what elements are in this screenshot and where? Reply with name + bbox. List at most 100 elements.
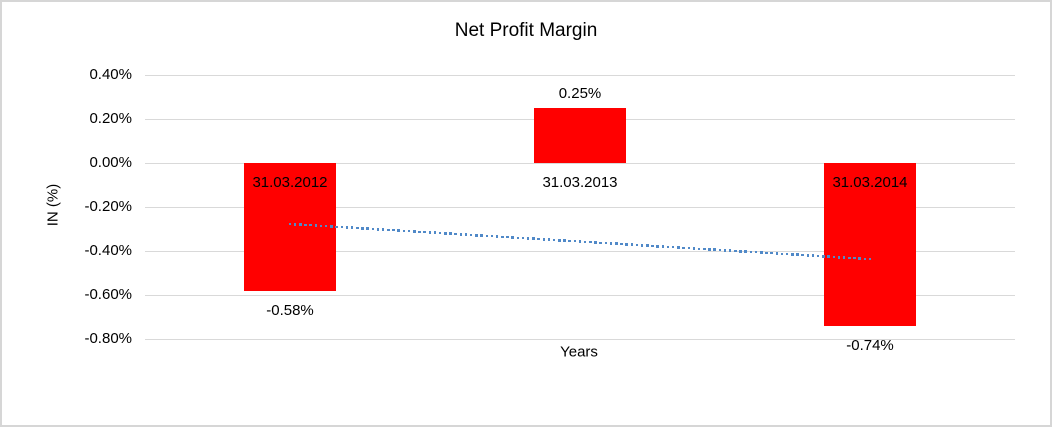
trendline-dot	[822, 255, 825, 258]
trendline-dot	[640, 244, 644, 247]
y-tick-label: 0.20%	[89, 110, 132, 127]
trendline-dot	[485, 234, 489, 238]
trendline-dot	[765, 251, 768, 255]
trendline-dot	[791, 253, 794, 256]
trendline-dot	[811, 254, 815, 257]
y-tick-label: -0.20%	[84, 198, 132, 215]
trendline-dot	[516, 236, 520, 240]
trendline-dot	[324, 224, 328, 228]
trendline-dot	[770, 251, 773, 255]
y-tick-label: 0.00%	[89, 154, 132, 171]
trendline-dot	[739, 250, 742, 253]
trendline-dot	[620, 242, 623, 246]
trendline-dot	[816, 254, 820, 258]
trendline-dot	[449, 232, 452, 235]
gridline	[145, 295, 1015, 296]
trendline-dot	[718, 248, 722, 252]
trendline-dot	[418, 230, 421, 234]
trendline-dot	[837, 256, 841, 259]
x-axis-title: Years	[560, 343, 598, 361]
trendline-dot	[521, 236, 525, 240]
trendline-dot	[806, 254, 810, 257]
trendline-dot	[656, 245, 659, 248]
y-tick-label: 0.40%	[89, 66, 132, 83]
trendline-dot	[697, 247, 701, 251]
trendline-dot	[552, 238, 556, 242]
trendline-dot	[583, 240, 587, 244]
trendline-dot	[646, 244, 649, 247]
trendline-dot	[858, 257, 861, 260]
trendline-dot	[801, 253, 804, 257]
trendline-dot	[754, 250, 758, 254]
trendline-dot	[868, 257, 872, 261]
trendline-dot	[293, 223, 297, 226]
gridline	[145, 163, 1015, 164]
trendline-dot	[490, 234, 494, 238]
trendline-dot	[501, 235, 504, 239]
trendline-dot	[402, 229, 406, 233]
trendline-dot	[760, 251, 763, 254]
trendline-dot	[661, 245, 665, 248]
trendline-dot	[848, 256, 851, 260]
trendline-dot	[423, 230, 426, 234]
trendline-dot	[594, 241, 597, 244]
trendline-dot	[775, 252, 779, 255]
trendline-dot	[578, 240, 582, 243]
trendline-dot	[335, 225, 338, 229]
trendline-dot	[480, 234, 483, 237]
trendline-dot	[340, 225, 344, 229]
trendline-dot	[495, 235, 499, 238]
trendline-dot	[407, 229, 411, 233]
trendline-dot	[589, 240, 592, 244]
trendline-dot	[630, 243, 634, 246]
trendline-dot	[366, 227, 369, 230]
data-label: 0.25%	[558, 85, 602, 102]
trendline-dot	[666, 245, 670, 249]
trendline-dot	[392, 228, 395, 232]
y-tick-label: -0.40%	[84, 242, 132, 259]
trendline-dot	[428, 231, 432, 234]
trendline-dot	[749, 250, 753, 254]
trendline-dot	[547, 238, 551, 241]
category-label: 31.03.2013	[542, 174, 618, 191]
trendline-dot	[361, 227, 364, 230]
trendline-dot	[609, 242, 613, 245]
trendline-dot	[537, 237, 540, 241]
trendline-dot	[734, 249, 737, 253]
trendline-dot	[288, 222, 292, 226]
trendline-dot	[376, 228, 380, 231]
trendline-dot	[635, 243, 639, 247]
y-tick-label: -0.60%	[84, 286, 132, 303]
trendline-dot	[413, 230, 416, 233]
trendline-dot	[433, 231, 437, 234]
trendline-dot	[692, 247, 696, 250]
trendline-dot	[319, 224, 323, 228]
trendline-dot	[713, 248, 716, 251]
trendline-dot	[728, 249, 732, 252]
trendline-dot	[475, 234, 478, 237]
gridline	[145, 75, 1015, 76]
chart-title: Net Profit Margin	[454, 20, 598, 41]
data-label: -0.74%	[846, 336, 894, 354]
bar-31.03.2014	[824, 163, 916, 326]
trendline-dot	[671, 245, 675, 249]
trendline-dot	[558, 239, 561, 242]
trendline-dot	[314, 224, 318, 227]
trendline-dot	[744, 250, 747, 253]
trendline-dot	[299, 223, 302, 226]
trendline-dot	[863, 257, 867, 261]
trendline-dot	[677, 246, 680, 249]
trendline-dot	[573, 239, 577, 243]
trendline-dot	[780, 252, 784, 256]
trendline-dot	[309, 223, 312, 227]
data-label: -0.58%	[266, 301, 314, 319]
trendline-dot	[526, 237, 530, 240]
trendline-dot	[330, 225, 333, 228]
trendline-dot	[304, 223, 307, 227]
trendline-dot	[542, 238, 546, 241]
trendline-dot	[625, 243, 628, 246]
trendline-dot	[827, 255, 830, 258]
gridline	[145, 251, 1015, 252]
trendline-dot	[356, 226, 359, 230]
